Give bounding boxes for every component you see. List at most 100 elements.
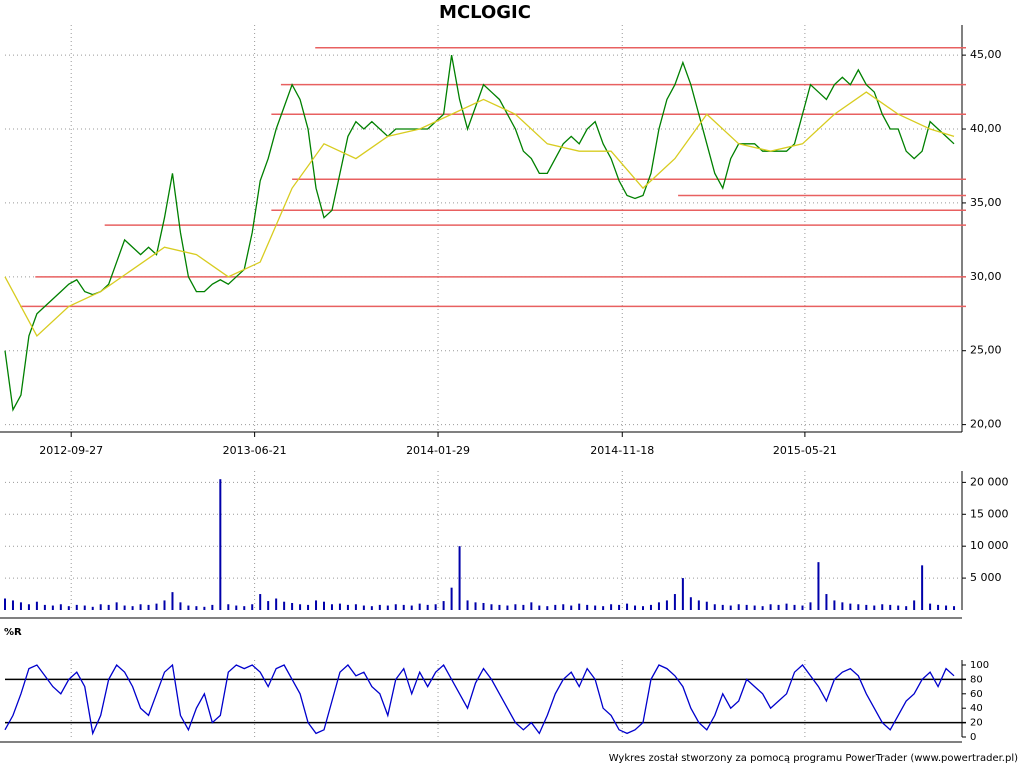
volume-bar xyxy=(187,605,190,610)
volume-bar xyxy=(450,587,453,610)
volume-bar xyxy=(4,598,6,610)
volume-bar xyxy=(737,604,740,610)
volume-bar xyxy=(554,604,557,610)
y-tick-label: 20 000 xyxy=(970,475,1009,488)
volume-bar xyxy=(713,604,716,610)
volume-bar xyxy=(538,605,541,610)
volume-bar xyxy=(11,600,14,610)
volume-bar xyxy=(945,605,948,610)
volume-bar xyxy=(514,604,517,610)
series-line xyxy=(4,55,955,412)
volume-bar xyxy=(482,602,485,610)
x-tick-label: 2014-01-29 xyxy=(406,444,470,457)
volume-bar xyxy=(817,562,820,610)
volume-bar xyxy=(785,603,788,610)
volume-bar xyxy=(602,606,605,610)
volume-bar xyxy=(402,604,405,610)
volume-bar xyxy=(857,604,860,610)
volume-bar xyxy=(705,601,708,610)
volume-bar xyxy=(243,606,246,610)
volume-bar xyxy=(522,604,525,610)
volume-bar xyxy=(131,606,134,610)
volume-bar xyxy=(378,604,381,610)
panel-label: %R xyxy=(4,627,22,638)
volume-bar xyxy=(665,600,668,610)
volume-bar xyxy=(626,603,629,610)
volume-bar xyxy=(43,604,46,610)
volume-bar xyxy=(490,604,493,610)
volume-bar xyxy=(729,605,732,610)
volume-bar xyxy=(163,600,166,610)
y-tick-label: 30,00 xyxy=(970,270,1002,283)
volume-bar xyxy=(594,605,597,610)
volume-bar xyxy=(953,606,956,610)
volume-bar xyxy=(283,601,286,610)
volume-bar xyxy=(338,603,341,610)
volume-bar xyxy=(394,604,397,610)
series-line xyxy=(4,663,955,736)
volume-bar xyxy=(259,594,262,610)
volume-bar xyxy=(562,604,565,610)
volume-bar xyxy=(825,594,828,610)
y-tick-label: 5 000 xyxy=(970,571,1002,584)
chart-title: MCLOGIC xyxy=(439,2,531,23)
volume-bar xyxy=(466,600,469,610)
volume-bar xyxy=(841,602,844,610)
volume-bar xyxy=(410,605,413,610)
volume-bar xyxy=(107,604,110,610)
y-tick-label: 20,00 xyxy=(970,418,1002,431)
volume-bar xyxy=(219,479,222,610)
volume-bar xyxy=(506,605,509,610)
y-tick-label: 25,00 xyxy=(970,344,1002,357)
y-tick-label: 80 xyxy=(970,674,983,685)
y-tick-label: 60 xyxy=(970,689,983,700)
volume-bar xyxy=(83,605,86,610)
volume-bar xyxy=(323,601,325,610)
volume-bar xyxy=(697,600,700,610)
y-tick-label: 40,00 xyxy=(970,122,1002,135)
volume-bar xyxy=(753,605,756,610)
volume-bar xyxy=(35,601,38,610)
y-tick-label: 40 xyxy=(970,703,983,714)
volume-bar xyxy=(801,605,804,610)
volume-bar xyxy=(905,606,908,610)
volume-bar xyxy=(442,601,445,610)
volume-bar xyxy=(211,604,214,610)
volume-bar xyxy=(330,604,333,610)
y-tick-label: 10 000 xyxy=(970,539,1009,552)
volume-bar xyxy=(91,606,94,610)
volume-bar xyxy=(721,604,724,610)
volume-bar xyxy=(929,603,932,610)
volume-bar xyxy=(769,604,772,610)
volume-bar xyxy=(681,578,684,610)
volume-bar xyxy=(673,594,676,610)
volume-bar xyxy=(267,601,270,610)
y-tick-label: 35,00 xyxy=(970,196,1002,209)
volume-bar xyxy=(315,600,318,610)
volume-bar xyxy=(307,604,310,610)
volume-bar xyxy=(865,604,868,610)
volume-bar xyxy=(530,602,533,610)
volume-bar xyxy=(649,604,652,610)
footer: Wykres został stworzony za pomocą progra… xyxy=(609,753,1018,764)
volume-bar xyxy=(299,604,302,610)
volume-bar xyxy=(777,604,780,610)
volume-bar xyxy=(346,604,349,610)
y-tick-label: 20 xyxy=(970,718,983,729)
volume-bar xyxy=(195,606,198,610)
volume-bar xyxy=(570,605,573,610)
volume-bar xyxy=(642,606,644,610)
volume-bar xyxy=(19,602,22,610)
x-tick-label: 2013-06-21 xyxy=(223,444,287,457)
volume-bar xyxy=(761,606,764,610)
volume-bar xyxy=(873,605,876,610)
x-tick-label: 2014-11-18 xyxy=(590,444,654,457)
volume-bar xyxy=(498,604,501,610)
volume-bar xyxy=(418,603,421,610)
volume-bar xyxy=(155,603,158,610)
volume-bar xyxy=(458,546,461,610)
volume-bar xyxy=(849,603,852,610)
y-tick-label: 45,00 xyxy=(970,48,1002,61)
volume-bar xyxy=(386,605,389,610)
volume-bar xyxy=(913,600,916,610)
